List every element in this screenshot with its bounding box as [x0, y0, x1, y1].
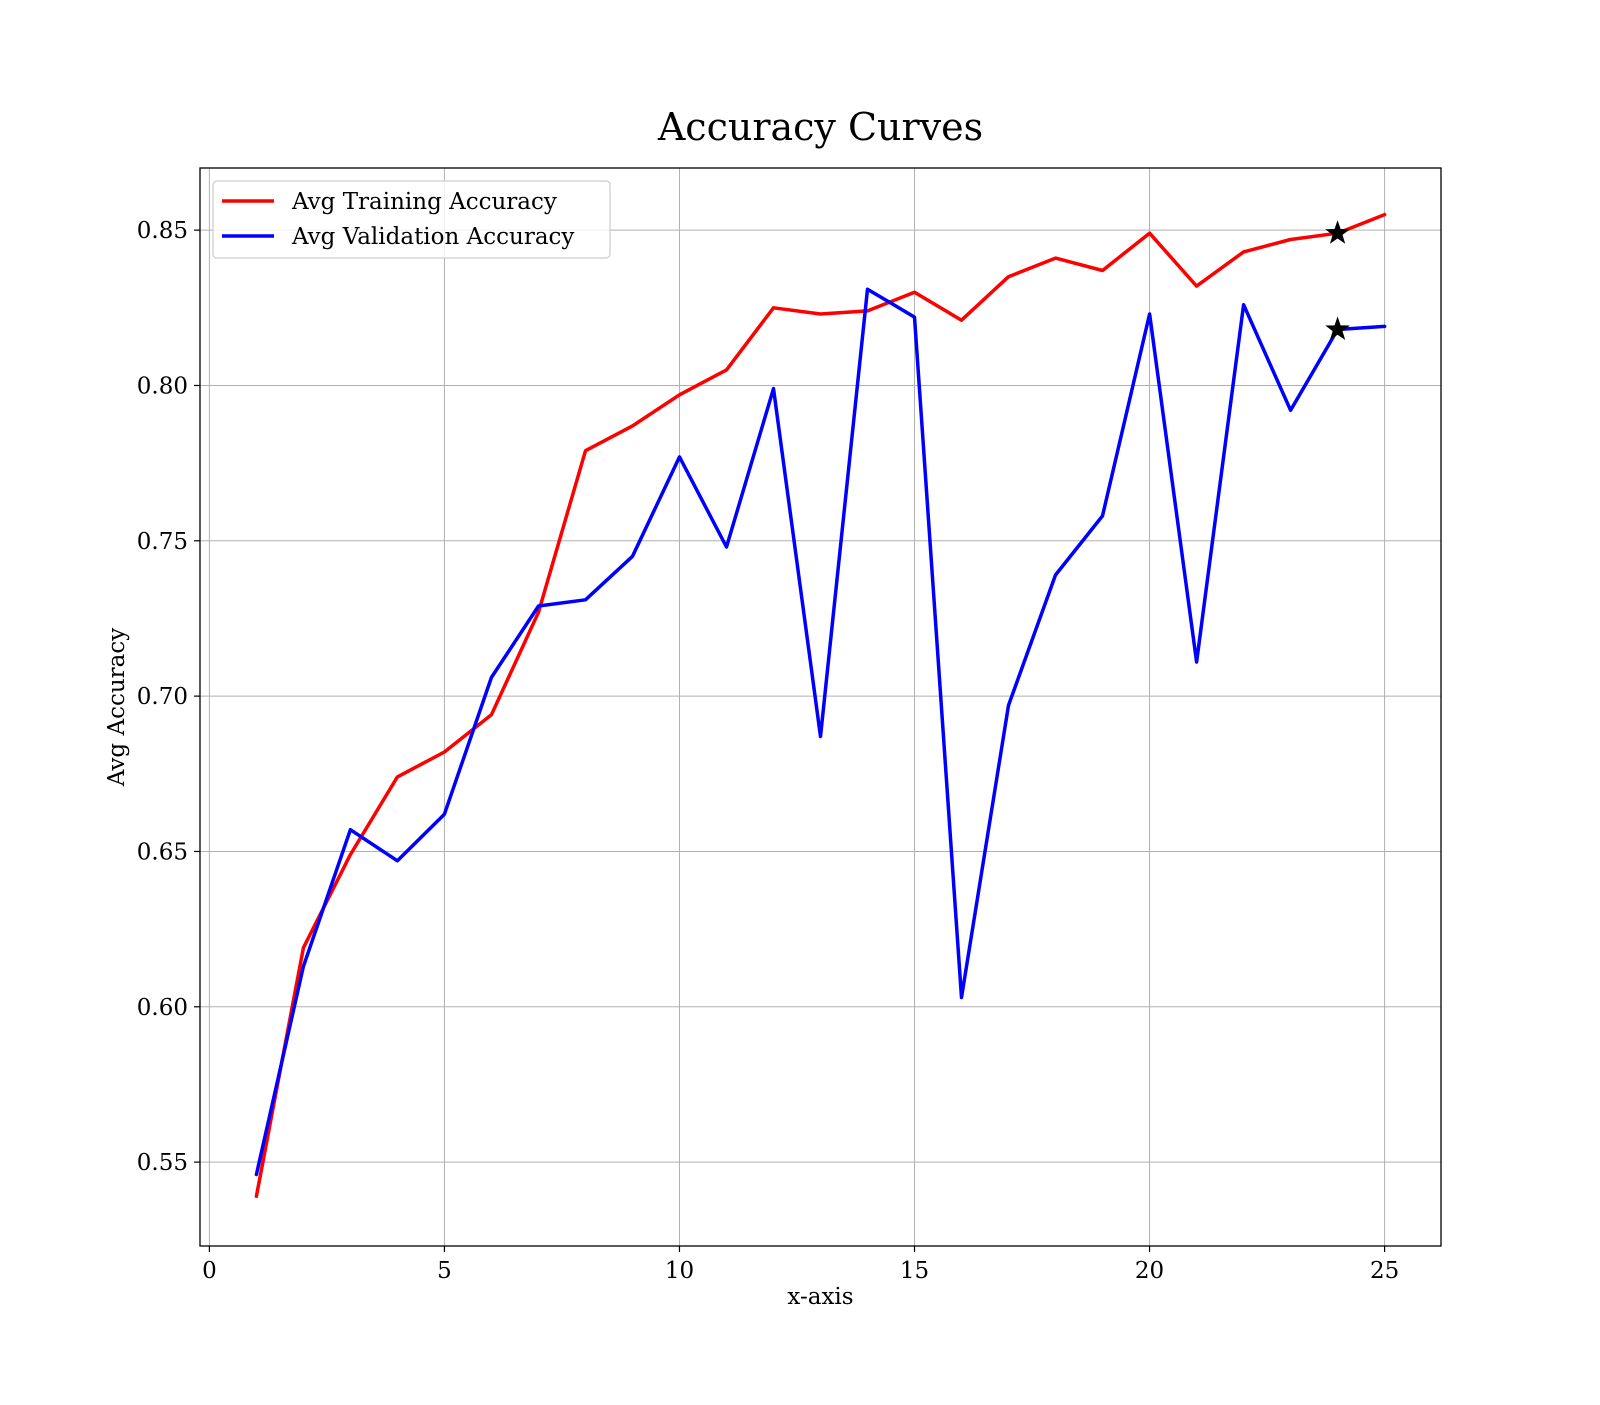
validation-accuracy-line: [254, 287, 1387, 1177]
grid-layer: [200, 168, 1441, 1246]
chart-title: Accuracy Curves: [657, 105, 983, 149]
series-layer: [254, 212, 1387, 1199]
x-tick-label: 20: [1135, 1258, 1164, 1284]
y-tick-label: 0.70: [137, 684, 188, 710]
x-tick-label: 25: [1370, 1258, 1399, 1284]
y-tick-label: 0.60: [137, 995, 188, 1021]
y-tick-label: 0.75: [137, 529, 188, 555]
x-axis-label: x-axis: [787, 1284, 853, 1310]
y-tick-label: 0.85: [137, 218, 188, 244]
legend-label-validation: Avg Validation Accuracy: [291, 224, 574, 250]
legend-box: [212, 180, 611, 259]
plot-frame: [199, 167, 1442, 1247]
x-tick-label: 15: [900, 1258, 929, 1284]
legend-label-training: Avg Training Accuracy: [291, 189, 557, 215]
training-accuracy-line: [254, 212, 1387, 1199]
y-tick-label: 0.55: [137, 1150, 188, 1176]
y-ticks: 0.55 0.60 0.65 0.70 0.75 0.80 0.85: [137, 218, 200, 1176]
best-epoch-star-marker: [1325, 316, 1350, 341]
x-tick-label: 0: [202, 1258, 217, 1284]
marker-layer: [1325, 220, 1350, 341]
x-ticks: 0 5 10 15 20 25: [202, 1246, 1399, 1284]
y-tick-label: 0.80: [137, 373, 188, 399]
y-axis-label: Avg Accuracy: [104, 628, 130, 787]
x-tick-label: 10: [665, 1258, 694, 1284]
legend: Avg Training Accuracy Avg Validation Acc…: [212, 180, 611, 259]
x-tick-label: 5: [437, 1258, 452, 1284]
y-tick-label: 0.65: [137, 839, 188, 865]
best-epoch-star-marker: [1325, 220, 1350, 244]
